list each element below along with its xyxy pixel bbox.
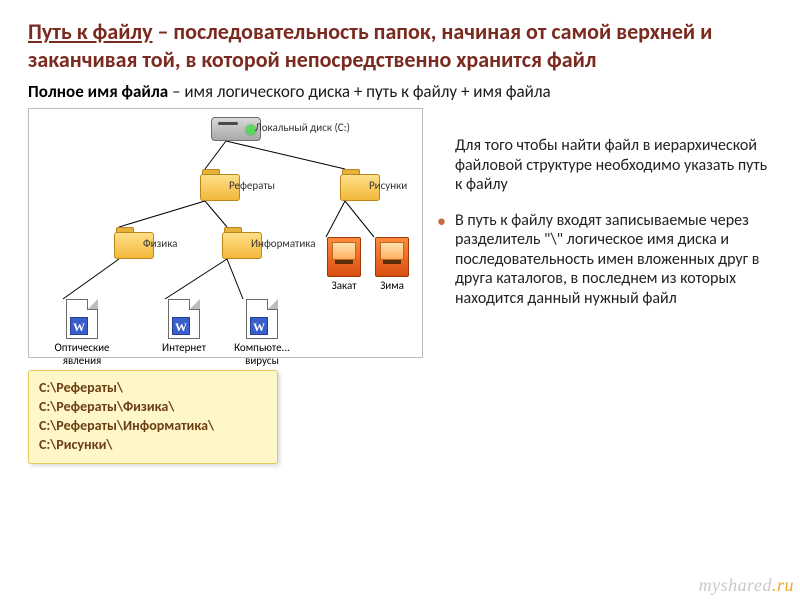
file-tree-diagram: Локальный диск (C:) Рефераты Рисунки Физика… [28,108,423,358]
tree-edge [345,201,374,237]
subtitle-definition: Полное имя файла – имя логического диска… [28,81,772,102]
tree-label: Компьюте...вирусы [227,341,297,367]
tree-edge [326,201,345,237]
tree-edge [205,141,226,169]
watermark: myshared.ru [699,575,794,596]
path-line-3: C:\Рисунки\ [39,436,267,455]
watermark-text: myshared [699,575,772,595]
tree-edge [119,201,205,227]
watermark-accent: .ru [772,575,794,595]
tree-label: Зима [357,279,427,292]
tree-node-zima: Зима [357,237,427,292]
right-column: Для того чтобы найти файл в иерархическо… [433,108,768,464]
tree-edge [165,259,227,299]
tree-edge [227,259,243,299]
paths-box: C:\Рефераты\C:\Рефераты\Физика\C:\Рефера… [28,370,278,464]
tree-edge [226,141,345,169]
path-line-2: C:\Рефераты\Информатика\ [39,417,267,436]
tree-label: Информатика [251,237,315,250]
bullet-list: В путь к файлу входят записываемые через… [433,211,768,309]
left-column: Локальный диск (C:) Рефераты Рисунки Физика… [28,108,423,464]
subdef-term: Полное имя файла [28,81,168,102]
subdef-rest: – имя логического диска + путь к файлу +… [168,81,550,102]
slide: Путь к файлу – последовательность папок,… [0,0,800,600]
tree-label: Рефераты [229,179,275,192]
tree-label: Рисунки [369,179,407,192]
tree-node-internet: WИнтернет [149,299,219,354]
path-line-1: C:\Рефераты\Физика\ [39,398,267,417]
bullet-1: В путь к файлу входят записываемые через… [433,211,768,309]
tree-node-opt: WОптическиеявления [47,299,117,367]
tree-edge [63,259,119,299]
tree-label: Локальный диск (C:) [255,121,350,134]
path-line-0: C:\Рефераты\ [39,379,267,398]
title-underlined: Путь к файлу [28,18,153,45]
paragraph-1: Для того чтобы найти файл в иерархическо… [433,136,768,195]
tree-label: Интернет [149,341,219,354]
tree-node-virus: WКомпьюте...вирусы [227,299,297,367]
tree-edge [205,201,227,227]
content-row: Локальный диск (C:) Рефераты Рисунки Физика… [28,108,772,464]
tree-label: Физика [143,237,177,250]
tree-label: Оптическиеявления [47,341,117,367]
slide-title: Путь к файлу – последовательность папок,… [28,18,772,73]
